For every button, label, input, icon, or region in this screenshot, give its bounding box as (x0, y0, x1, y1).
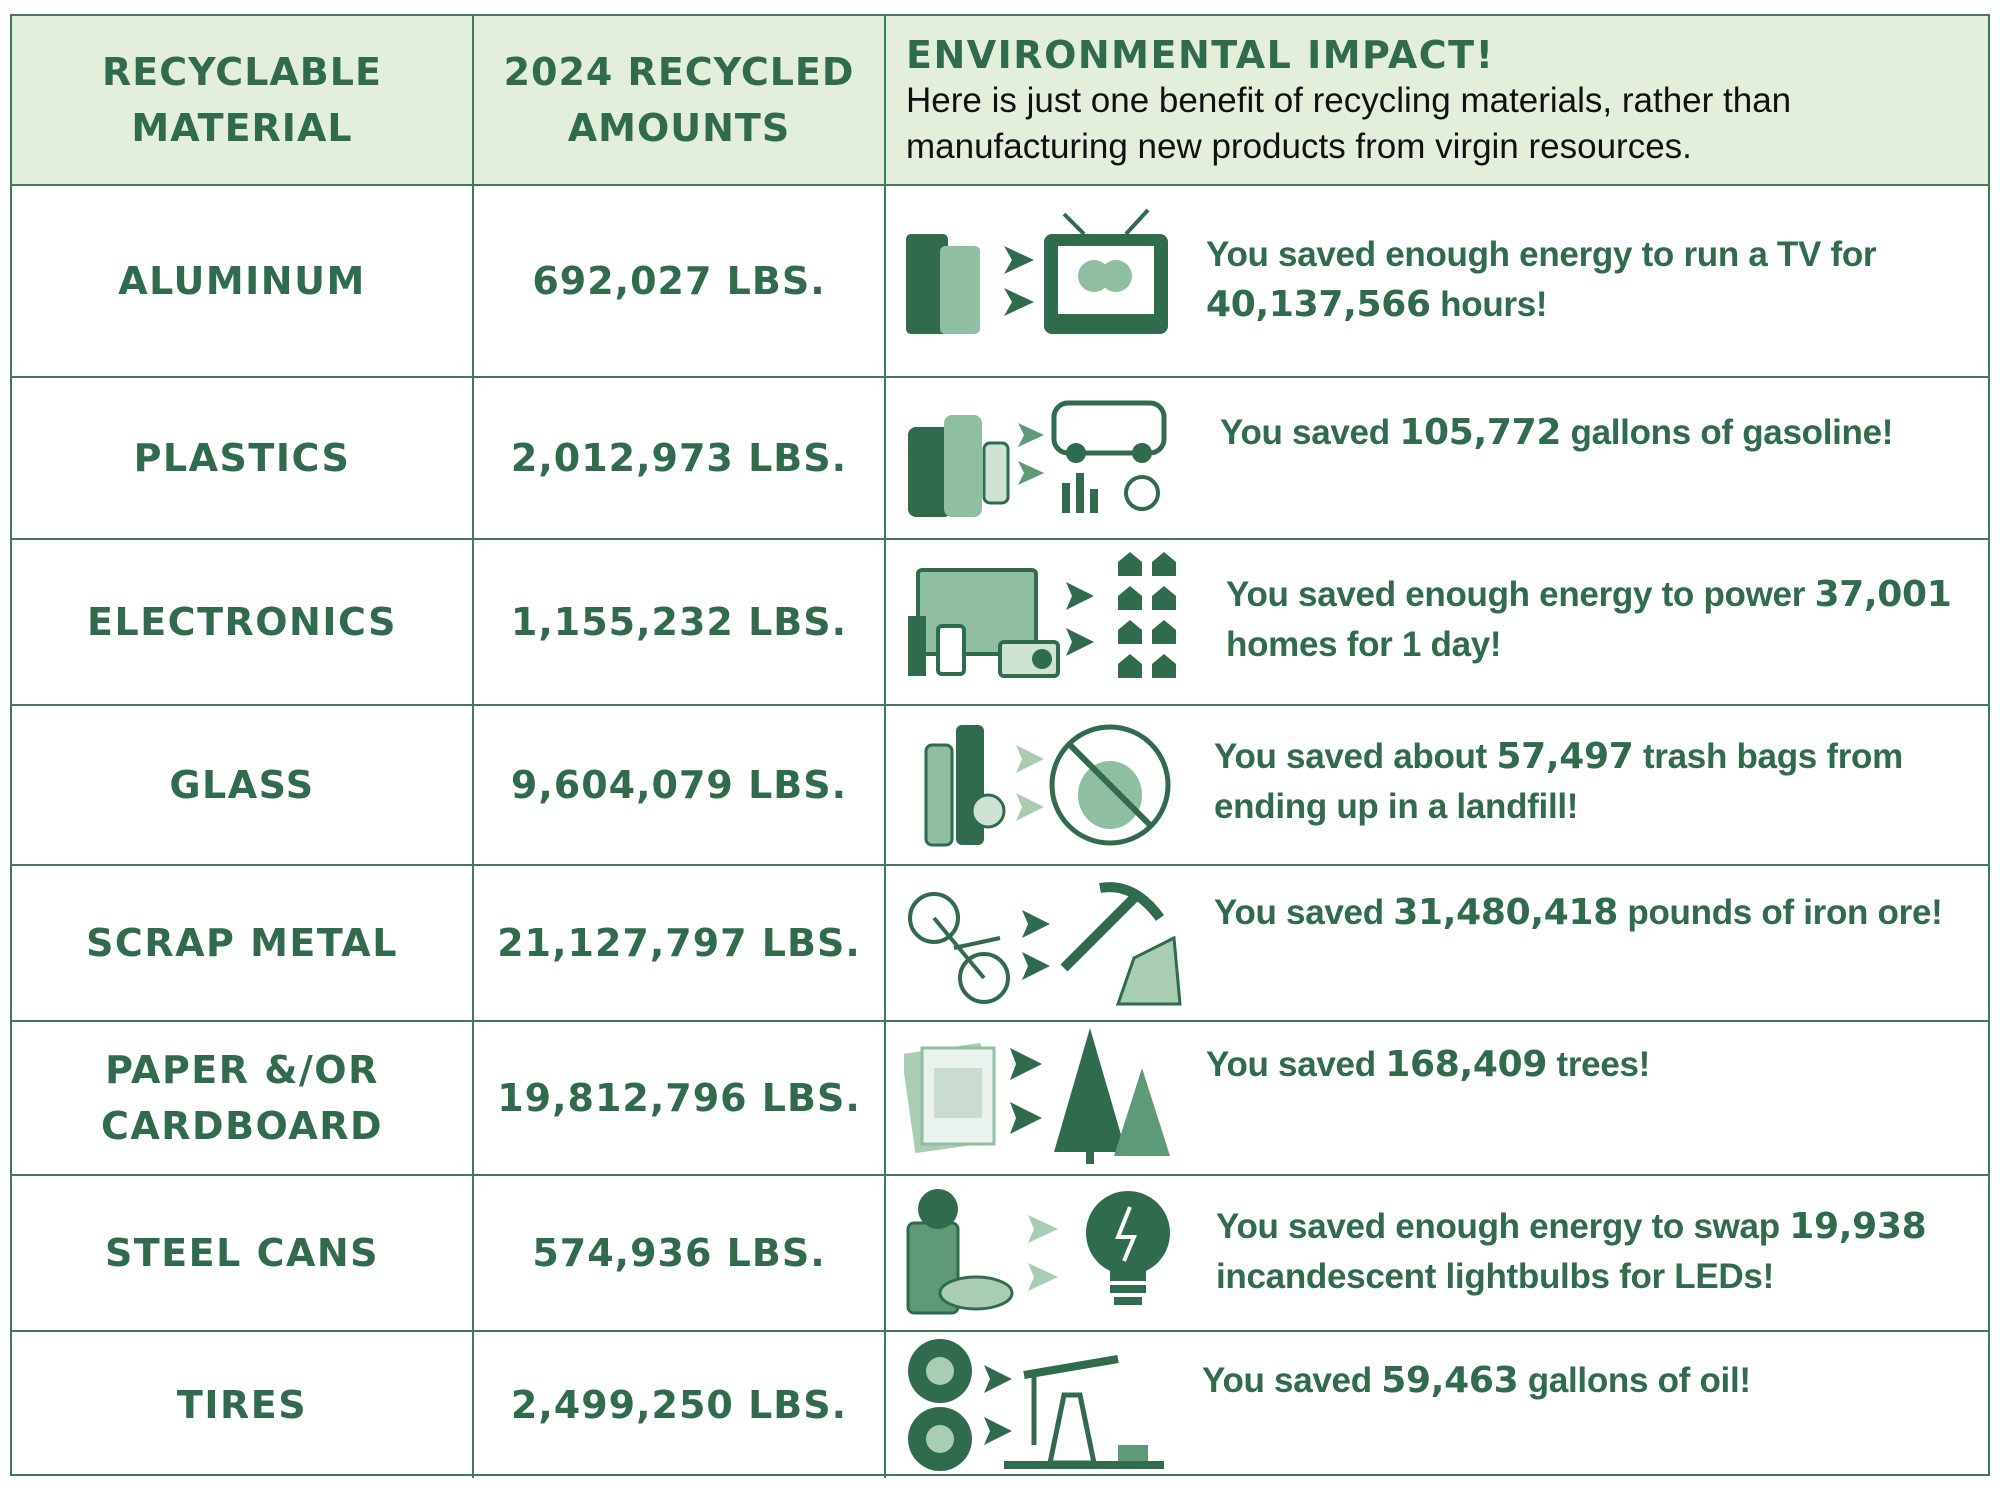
recycled-amount: 19,812,796 LBS. (497, 1076, 861, 1120)
recycled-amount: 21,127,797 LBS. (497, 921, 861, 965)
header-impact-subtitle: Here is just one benefit of recycling ma… (906, 81, 1792, 166)
impact-text: You saved 168,409 trees! (1206, 1044, 1651, 1085)
table-row: GLASS 9,604,079 LBS. You saved about 57,… (12, 706, 1988, 866)
material-name: STEEL CANS (104, 1231, 380, 1275)
recycled-amount: 692,027 LBS. (532, 259, 826, 303)
impact-text: You saved 59,463 gallons of oil! (1202, 1360, 1751, 1401)
impact-number: 59,463 (1381, 1360, 1519, 1401)
recycled-amount: 9,604,079 LBS. (510, 763, 848, 807)
impact-text: You saved 31,480,418 pounds of iron ore! (1214, 892, 1943, 933)
impact-text: You saved enough energy to swap 19,938 i… (1216, 1206, 1927, 1296)
impact-number: 105,772 (1399, 412, 1562, 453)
header-impact-title: ENVIRONMENTAL IMPACT! (906, 33, 1495, 77)
tires-to-oil-pump-icon (904, 1332, 1204, 1478)
table-row: PAPER &/OR CARDBOARD 19,812,796 LBS. You… (12, 1022, 1988, 1176)
impact-number: 168,409 (1385, 1044, 1548, 1085)
table-row: PLASTICS 2,012,973 LBS. You saved (12, 378, 1988, 540)
impact-number: 19,938 (1789, 1206, 1927, 1247)
recycled-amount: 2,499,250 LBS. (510, 1383, 848, 1427)
impact-text: You saved 105,772 gallons of gasoline! (1220, 412, 1894, 453)
header-impact: ENVIRONMENTAL IMPACT! Here is just one b… (886, 16, 1990, 184)
header-material: RECYCLABLE MATERIAL (12, 16, 474, 184)
material-name: PAPER &/OR CARDBOARD (100, 1048, 384, 1148)
cans-to-lightbulb-icon (904, 1176, 1204, 1330)
header-amounts: 2024 RECYCLED AMOUNTS (474, 16, 886, 184)
header-amounts-label: 2024 RECYCLED AMOUNTS (503, 50, 855, 150)
material-name: TIRES (176, 1383, 308, 1427)
impact-cell: You saved 105,772 gallons of gasoline! (886, 378, 1990, 538)
table-row: ELECTRONICS 1,155,232 LBS. (12, 540, 1988, 706)
material-name: PLASTICS (133, 436, 351, 480)
paper-to-trees-icon (904, 1022, 1204, 1174)
impact-text: You saved about 57,497 trash bags from e… (1214, 736, 1903, 826)
material-name: GLASS (169, 763, 315, 807)
electronics-to-homes-icon (904, 540, 1204, 704)
impact-cell: You saved enough energy to swap 19,938 i… (886, 1176, 1990, 1330)
impact-cell: You saved 31,480,418 pounds of iron ore! (886, 866, 1990, 1020)
glass-to-no-trash-icon (904, 706, 1204, 864)
table-row: TIRES 2,499,250 LBS. You saved 59,463 ga… (12, 1332, 1988, 1478)
recycled-amount: 2,012,973 LBS. (510, 436, 848, 480)
table-row: STEEL CANS 574,936 LBS. You saved (12, 1176, 1988, 1332)
impact-number: 40,137,566 (1206, 284, 1431, 325)
impact-cell: You saved enough energy to run a TV for … (886, 186, 1990, 376)
material-name: ALUMINUM (118, 259, 366, 303)
material-name: ELECTRONICS (87, 600, 397, 644)
impact-text: You saved enough energy to power 37,001 … (1226, 574, 1952, 664)
table-row: ALUMINUM 692,027 LBS. You saved enough e… (12, 186, 1988, 378)
recycled-amount: 1,155,232 LBS. (510, 600, 848, 644)
impact-cell: You saved about 57,497 trash bags from e… (886, 706, 1990, 864)
header-row: RECYCLABLE MATERIAL 2024 RECYCLED AMOUNT… (12, 16, 1988, 186)
cans-to-tv-icon (904, 186, 1204, 376)
impact-text: You saved enough energy to run a TV for … (1206, 235, 1877, 325)
table-row: SCRAP METAL 21,127,797 LBS. You saved 31… (12, 866, 1988, 1022)
impact-number: 37,001 (1814, 574, 1952, 615)
impact-cell: You saved enough energy to power 37,001 … (886, 540, 1990, 704)
impact-cell: You saved 168,409 trees! (886, 1022, 1990, 1174)
recycled-amount: 574,936 LBS. (532, 1231, 826, 1275)
bottles-to-car-icon (904, 378, 1204, 538)
impact-number: 31,480,418 (1393, 892, 1618, 933)
recycling-table: RECYCLABLE MATERIAL 2024 RECYCLED AMOUNT… (10, 14, 1990, 1478)
material-name: SCRAP METAL (86, 921, 398, 965)
impact-number: 57,497 (1496, 736, 1634, 777)
impact-cell: You saved 59,463 gallons of oil! (886, 1332, 1990, 1478)
bike-to-pickaxe-icon (904, 866, 1204, 1020)
header-material-label: RECYCLABLE MATERIAL (102, 50, 382, 150)
